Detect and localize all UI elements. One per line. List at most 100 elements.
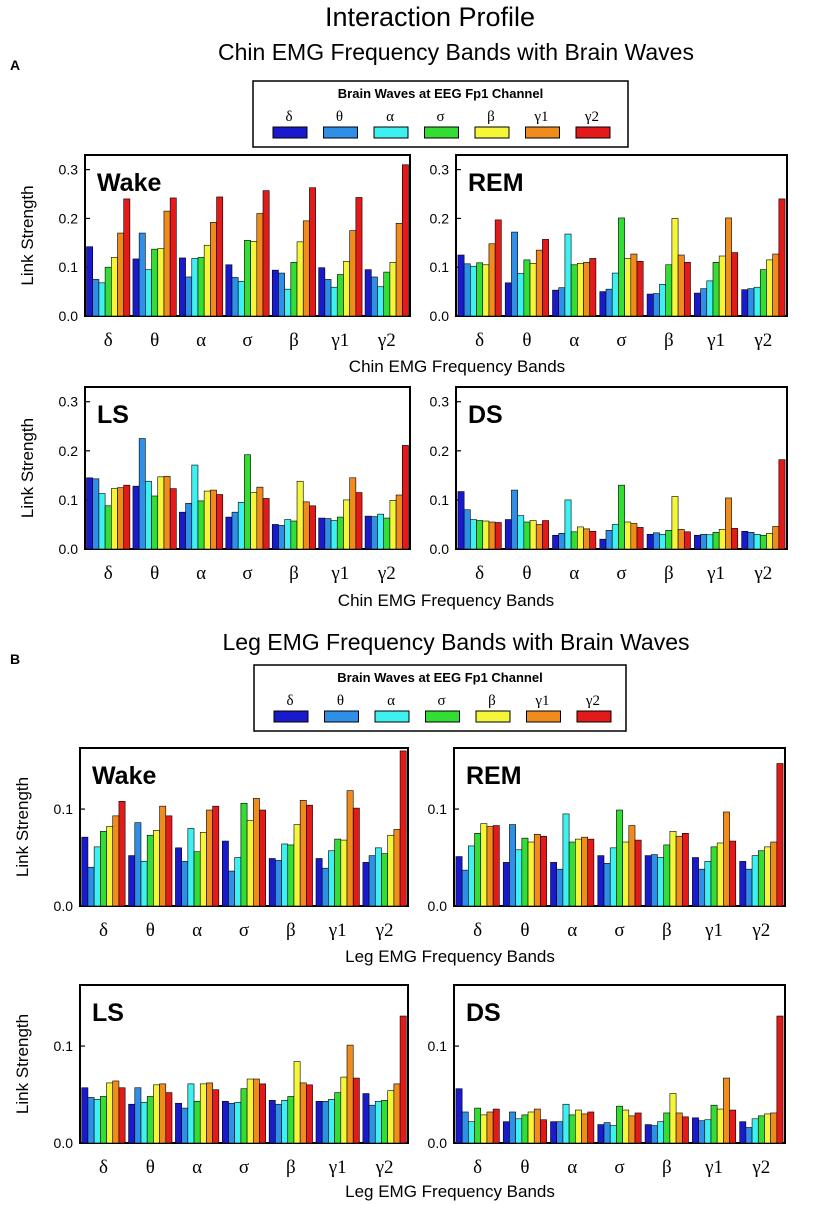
bar-sigma-theta: [228, 870, 235, 907]
bar-gamma2-gamma2: [399, 750, 407, 907]
bar-gamma2-alpha: [751, 1118, 759, 1144]
bar-alpha-gamma1: [206, 1082, 213, 1144]
bar-beta-theta: [650, 854, 658, 907]
bar-gamma2-alpha: [374, 847, 382, 907]
y-tick-label: 0.1: [430, 259, 450, 275]
bar-beta-gamma1: [675, 835, 683, 907]
panel-b-top-xlabel: Leg EMG Frequency Bands: [345, 947, 555, 966]
bar-delta-beta: [111, 488, 118, 550]
bar-sigma-sigma: [240, 1088, 248, 1144]
x-tick-label-gamma2: γ2: [377, 330, 396, 351]
bar-gamma2-alpha: [374, 1101, 382, 1144]
x-tick-label-gamma2: γ2: [377, 563, 396, 584]
bar-alpha-theta: [558, 532, 566, 550]
bar-alpha-alpha: [562, 1103, 570, 1144]
bar-beta-theta: [650, 1125, 658, 1144]
x-tick-label-gamma1: γ1: [328, 920, 347, 941]
bar-gamma1-sigma: [336, 274, 344, 317]
legend-label-beta: β: [487, 109, 495, 125]
bar-beta-gamma2: [683, 262, 691, 317]
bar-alpha-sigma: [570, 264, 578, 317]
x-tick-label-gamma1: γ1: [330, 563, 349, 584]
bar-delta-alpha: [470, 519, 477, 550]
y-tick-label: 0.1: [428, 801, 448, 817]
bar-beta-delta: [646, 293, 654, 317]
x-tick-label-beta: β: [286, 920, 296, 941]
bar-gamma2-theta: [370, 276, 378, 317]
bar-beta-alpha: [657, 1121, 664, 1144]
bar-gamma2-sigma: [383, 271, 391, 317]
bar-alpha-delta: [550, 862, 558, 907]
x-tick-label-delta: δ: [473, 1157, 482, 1178]
bar-gamma1-gamma2: [729, 840, 737, 907]
bar-gamma2-beta: [766, 532, 773, 550]
bar-gamma2-theta: [745, 1127, 753, 1144]
bar-beta-gamma2: [683, 531, 691, 550]
bar-theta-beta: [527, 841, 535, 907]
bar-sigma-beta: [246, 820, 254, 907]
legend-swatch-delta: [273, 710, 309, 723]
bar-gamma2-gamma1: [395, 494, 403, 550]
bar-gamma2-beta: [764, 1113, 771, 1144]
bar-gamma1-beta: [340, 839, 348, 907]
y-tick-label: 0.0: [430, 541, 450, 557]
bar-delta-alpha: [98, 282, 106, 317]
bar-gamma2-gamma1: [770, 1112, 778, 1144]
bar-gamma1-gamma2: [352, 807, 360, 907]
x-tick-label-beta: β: [289, 563, 299, 584]
bar-delta-sigma: [474, 1107, 482, 1144]
x-tick-label-gamma1: γ1: [330, 330, 349, 351]
legend-swatch-beta: [474, 126, 510, 139]
bar-beta-beta: [293, 824, 301, 907]
figure-title: Interaction Profile: [325, 2, 535, 32]
bar-beta-gamma2: [309, 187, 316, 317]
y-tick-label: 0.0: [428, 1135, 448, 1151]
bar-sigma-sigma: [616, 1105, 623, 1144]
bar-beta-beta: [296, 480, 304, 550]
bar-gamma1-gamma1: [725, 497, 732, 550]
y-tick-label: 0.2: [59, 443, 79, 459]
bar-gamma2-gamma2: [401, 164, 409, 317]
bar-alpha-gamma1: [206, 809, 213, 907]
x-tick-label-sigma: σ: [616, 330, 626, 351]
bar-sigma-gamma1: [628, 1115, 636, 1144]
bar-gamma2-gamma2: [776, 1015, 784, 1144]
bar-sigma-sigma: [244, 240, 251, 317]
bar-sigma-sigma: [244, 454, 251, 550]
bar-gamma1-alpha: [704, 1119, 712, 1144]
legend-swatch-sigma: [425, 710, 460, 723]
bar-theta-gamma2: [169, 197, 177, 317]
chart-title: Wake: [92, 762, 156, 790]
bar-sigma-gamma2: [262, 190, 270, 317]
panel-a-bottom-xlabel: Chin EMG Frequency Bands: [338, 591, 554, 610]
panel-b-bottom-xlabel: Leg EMG Frequency Bands: [345, 1182, 555, 1201]
bar-gamma2-theta: [368, 855, 376, 907]
x-tick-label-theta: θ: [520, 1157, 529, 1178]
bar-delta-sigma: [104, 505, 112, 550]
bar-theta-beta: [157, 248, 165, 317]
bar-theta-alpha: [145, 269, 152, 317]
x-tick-label-alpha: α: [196, 563, 206, 584]
bar-beta-delta: [271, 524, 279, 550]
chart-a-ds: DS 0.0 0.1 0.2 0.3 δ θ α σ β γ1 γ2: [430, 386, 788, 584]
bar-delta-beta: [480, 1114, 488, 1144]
bar-beta-sigma: [663, 844, 671, 907]
chart-title: REM: [466, 762, 522, 790]
y-tick-label: 0.1: [428, 1038, 448, 1054]
bar-sigma-sigma: [240, 802, 248, 907]
bar-beta-sigma: [287, 1096, 295, 1144]
bar-sigma-delta: [222, 1101, 229, 1144]
bar-delta-theta: [461, 869, 469, 907]
bar-gamma1-gamma2: [352, 1077, 360, 1144]
bar-sigma-delta: [599, 538, 607, 550]
bar-alpha-alpha: [187, 1083, 195, 1144]
bar-alpha-beta: [199, 1083, 207, 1144]
chart-b-ds: DS 0.0 0.1 δ θ α σ β γ1 γ2: [428, 984, 786, 1178]
bar-gamma2-sigma: [757, 850, 765, 907]
legend-label-beta: β: [488, 693, 496, 709]
bar-alpha-beta: [199, 832, 207, 907]
bar-sigma-alpha: [609, 1125, 617, 1144]
bar-beta-alpha: [281, 843, 289, 907]
bar-gamma2-theta: [747, 288, 755, 317]
